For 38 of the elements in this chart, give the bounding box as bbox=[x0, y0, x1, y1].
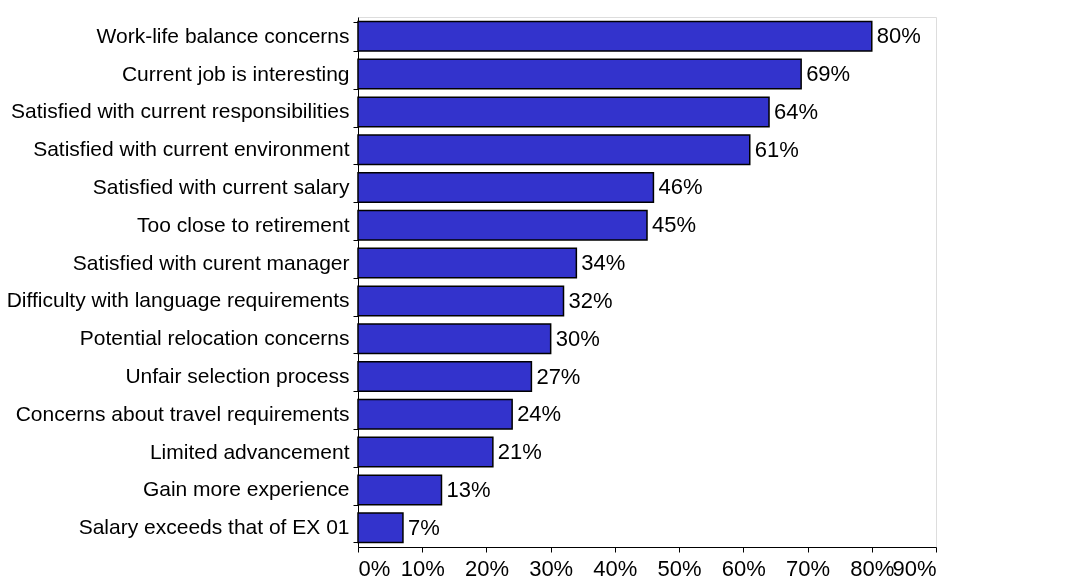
y-tick-label: Too close to retirement bbox=[137, 212, 350, 236]
y-tick-label: Limited advancement bbox=[149, 439, 350, 463]
y-tick-label: Difficulty with language requirements bbox=[6, 288, 350, 312]
y-tick-label: Satisfied with current environment bbox=[33, 137, 350, 161]
y-tick-label: Concerns about travel requirements bbox=[15, 401, 350, 425]
data-label: 27% bbox=[536, 363, 581, 389]
x-tick-label: 0% bbox=[358, 555, 391, 580]
y-tick-label: Satisfied with current salary bbox=[92, 174, 350, 198]
x-tick-label: 80% bbox=[850, 555, 895, 580]
y-tick-label: Current job is interesting bbox=[121, 61, 350, 85]
data-label: 30% bbox=[555, 325, 600, 351]
y-tick-label: Unfair selection process bbox=[125, 364, 350, 388]
data-label: 21% bbox=[497, 439, 542, 465]
data-label: 69% bbox=[806, 61, 851, 87]
x-tick-label: 70% bbox=[786, 555, 831, 580]
y-tick-label: Satisfied with current responsibilities bbox=[11, 99, 350, 123]
data-label: 45% bbox=[652, 212, 697, 238]
y-tick-label: Satisfied with curent manager bbox=[72, 250, 350, 274]
data-label: 46% bbox=[658, 174, 703, 200]
y-tick-label: Salary exceeds that of EX 01 bbox=[78, 515, 350, 539]
data-label: 13% bbox=[446, 476, 491, 502]
data-label: 64% bbox=[774, 98, 819, 124]
x-tick-label: 30% bbox=[529, 555, 574, 580]
data-label: 24% bbox=[517, 401, 562, 427]
x-tick-label: 10% bbox=[400, 555, 445, 580]
data-label: 32% bbox=[568, 287, 613, 313]
y-tick-label: Gain more experience bbox=[142, 477, 350, 501]
x-tick-label: 40% bbox=[593, 555, 638, 580]
y-tick-label: Work-life balance concerns bbox=[96, 23, 350, 47]
x-tick-label: 60% bbox=[721, 555, 766, 580]
data-label: 34% bbox=[581, 250, 626, 276]
data-label: 61% bbox=[754, 136, 799, 162]
data-label: 7% bbox=[407, 514, 440, 540]
y-tick-label: Potential relocation concerns bbox=[79, 326, 350, 350]
x-tick-label: 50% bbox=[657, 555, 702, 580]
data-label: 80% bbox=[876, 23, 921, 49]
x-tick-label: 20% bbox=[464, 555, 509, 580]
x-tick-label: 90% bbox=[892, 555, 937, 580]
